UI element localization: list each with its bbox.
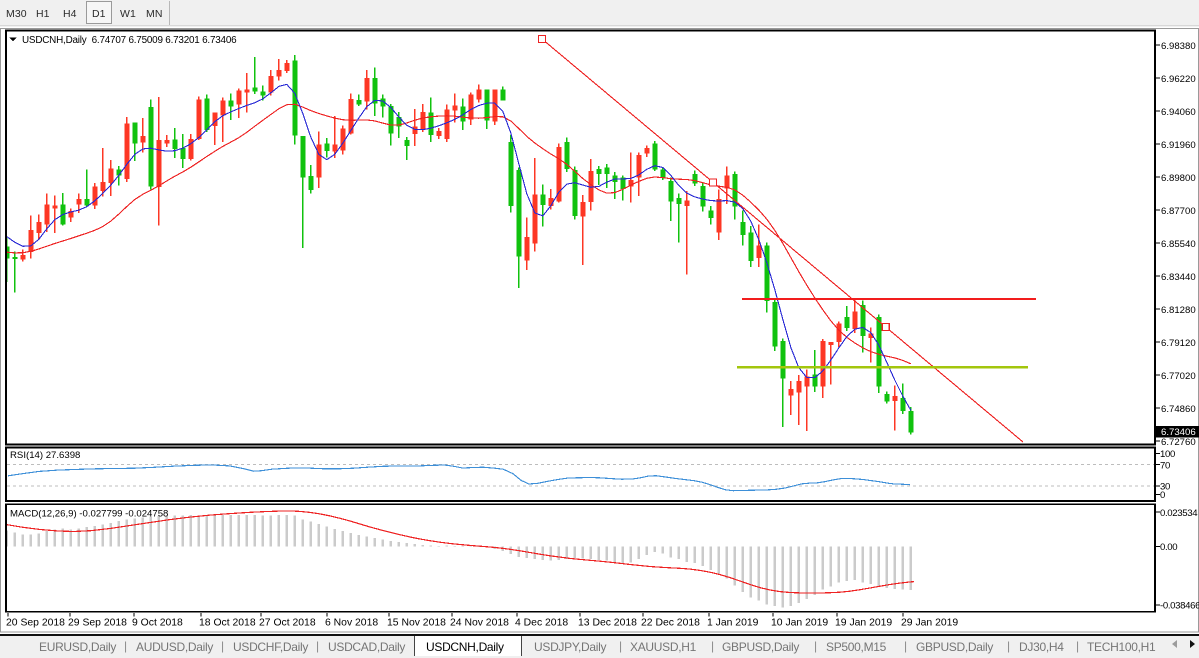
svg-text:15 Nov 2018: 15 Nov 2018 <box>387 618 446 629</box>
svg-text:MACD(12,26,9) -0.027799 -0.024: MACD(12,26,9) -0.027799 -0.024758 <box>10 509 168 520</box>
svg-text:10 Jan 2019: 10 Jan 2019 <box>771 618 828 629</box>
svg-text:6.81280: 6.81280 <box>1161 305 1196 316</box>
svg-text:6 Nov 2018: 6 Nov 2018 <box>325 618 378 629</box>
svg-text:-0.038466: -0.038466 <box>1160 601 1199 612</box>
svg-text:9 Oct 2018: 9 Oct 2018 <box>132 618 183 629</box>
svg-text:6.79120: 6.79120 <box>1161 338 1196 349</box>
svg-text:19 Jan 2019: 19 Jan 2019 <box>835 618 892 629</box>
svg-text:24 Nov 2018: 24 Nov 2018 <box>450 618 509 629</box>
svg-text:0.023534: 0.023534 <box>1160 508 1198 519</box>
svg-text:29 Jan 2019: 29 Jan 2019 <box>901 618 958 629</box>
svg-text:4 Dec 2018: 4 Dec 2018 <box>515 618 568 629</box>
svg-text:6.98380: 6.98380 <box>1161 41 1196 52</box>
svg-text:6.87700: 6.87700 <box>1161 206 1196 217</box>
svg-text:6.91960: 6.91960 <box>1161 140 1196 151</box>
svg-text:6.77020: 6.77020 <box>1161 371 1196 382</box>
svg-text:6.85540: 6.85540 <box>1161 239 1196 250</box>
svg-text:70: 70 <box>1160 460 1170 471</box>
svg-text:6.73406: 6.73406 <box>1161 427 1196 438</box>
svg-text:20 Sep 2018: 20 Sep 2018 <box>6 618 65 629</box>
svg-text:27 Oct 2018: 27 Oct 2018 <box>259 618 316 629</box>
svg-text:13 Dec 2018: 13 Dec 2018 <box>578 618 637 629</box>
svg-text:0: 0 <box>1160 490 1165 501</box>
svg-text:29 Sep 2018: 29 Sep 2018 <box>68 618 127 629</box>
svg-text:30: 30 <box>1160 482 1170 493</box>
svg-text:6.74860: 6.74860 <box>1161 404 1196 415</box>
svg-text:6.94060: 6.94060 <box>1161 107 1196 118</box>
svg-text:6.96220: 6.96220 <box>1161 74 1196 85</box>
svg-text:USDCNH,Daily 6.74707 6.75009: USDCNH,Daily 6.74707 6.75009 6.73201 6.7… <box>22 35 237 46</box>
svg-text:100: 100 <box>1160 449 1175 460</box>
svg-text:6.72760: 6.72760 <box>1161 437 1196 448</box>
svg-text:22 Dec 2018: 22 Dec 2018 <box>641 618 700 629</box>
svg-text:6.83440: 6.83440 <box>1161 272 1196 283</box>
svg-text:18 Oct 2018: 18 Oct 2018 <box>199 618 256 629</box>
svg-text:6.89800: 6.89800 <box>1161 173 1196 184</box>
svg-text:1 Jan 2019: 1 Jan 2019 <box>707 618 759 629</box>
svg-text:RSI(14) 27.6398: RSI(14) 27.6398 <box>10 450 80 461</box>
svg-text:0.00: 0.00 <box>1160 542 1177 553</box>
